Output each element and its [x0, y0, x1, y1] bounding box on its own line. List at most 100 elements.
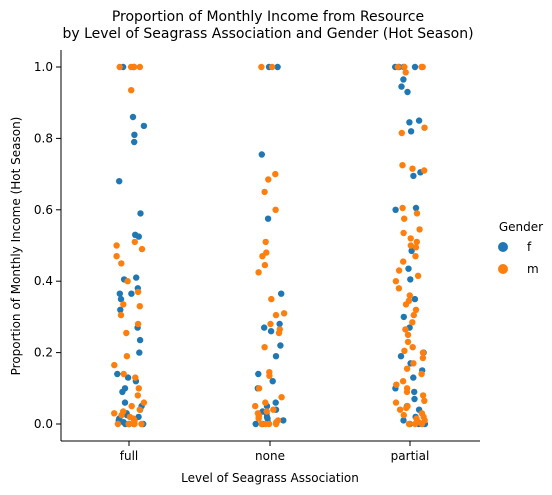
data-point-f-partial — [398, 83, 405, 90]
data-point-m-partial — [401, 215, 408, 222]
data-point-f-partial — [405, 265, 412, 272]
data-point-f-partial — [410, 172, 417, 180]
data-point-m-none — [255, 269, 262, 276]
data-point-m-full — [113, 242, 120, 249]
data-point-m-partial — [399, 204, 406, 212]
data-point-m-none — [259, 253, 266, 260]
legend-marker-f — [498, 242, 508, 252]
data-point-f-none — [261, 324, 268, 331]
data-point-m-full — [136, 63, 144, 71]
legend-title: Gender — [499, 220, 543, 234]
data-point-f-none — [252, 420, 259, 428]
data-point-m-full — [111, 410, 118, 417]
data-point-m-partial — [394, 63, 402, 71]
data-point-m-full — [138, 420, 145, 428]
data-point-m-none — [266, 372, 273, 379]
data-point-m-partial — [403, 365, 411, 372]
data-point-m-full — [131, 63, 138, 71]
data-point-m-full — [120, 301, 127, 308]
data-point-m-partial — [392, 399, 400, 406]
data-point-m-partial — [399, 378, 407, 385]
x-tick-label-partial: partial — [391, 449, 430, 463]
data-point-m-none — [272, 170, 279, 178]
data-point-m-full — [132, 374, 139, 381]
data-point-m-full — [118, 411, 125, 419]
data-point-f-partial — [404, 88, 411, 96]
data-point-m-full — [117, 311, 125, 319]
data-point-f-none — [272, 399, 279, 406]
data-point-m-partial — [411, 420, 419, 428]
data-point-f-none — [278, 290, 285, 297]
data-point-m-full — [138, 245, 146, 253]
data-point-m-partial — [402, 301, 410, 308]
data-point-m-partial — [400, 411, 407, 419]
data-point-m-none — [258, 420, 265, 428]
data-point-m-partial — [414, 272, 422, 279]
data-point-f-full — [131, 138, 138, 146]
data-point-m-partial — [410, 360, 417, 367]
data-point-m-none — [272, 311, 280, 319]
data-point-m-partial — [419, 354, 427, 362]
data-point-f-full — [119, 388, 126, 396]
data-point-m-full — [131, 420, 138, 428]
data-point-m-partial — [412, 306, 420, 313]
data-point-m-full — [123, 329, 130, 337]
y-tick-label: 0.2 — [34, 346, 53, 360]
data-point-f-partial — [411, 295, 419, 303]
data-point-m-full — [134, 320, 142, 328]
data-point-m-none — [270, 406, 277, 413]
data-point-f-none — [255, 370, 262, 378]
data-point-m-partial — [404, 338, 412, 346]
data-point-m-partial — [421, 167, 428, 174]
data-point-f-partial — [392, 206, 399, 213]
x-tick-label-none: none — [255, 449, 285, 463]
data-point-f-partial — [411, 395, 418, 403]
data-point-m-full — [123, 353, 131, 360]
data-point-m-partial — [404, 331, 412, 338]
data-point-m-partial — [413, 238, 420, 246]
y-tick-label: 0.0 — [34, 417, 53, 431]
data-point-m-none — [275, 329, 283, 337]
data-point-f-full — [117, 295, 125, 303]
data-point-f-partial — [411, 388, 418, 396]
y-tick-label: 0.6 — [34, 203, 53, 217]
data-point-f-partial — [408, 247, 415, 255]
data-point-m-none — [261, 344, 268, 351]
data-point-m-full — [128, 402, 135, 410]
data-point-f-partial — [400, 417, 407, 424]
data-point-m-full — [118, 260, 125, 267]
data-point-m-partial — [395, 267, 403, 274]
data-point-f-full — [140, 122, 148, 130]
chart-title-line-1: Proportion of Monthly Income from Resour… — [112, 9, 424, 25]
x-axis-label: Level of Seagrass Association — [181, 471, 359, 485]
data-point-m-full — [113, 253, 120, 260]
data-point-m-none — [252, 402, 259, 410]
data-point-m-none — [255, 385, 263, 392]
data-point-m-partial — [403, 404, 410, 412]
data-point-m-partial — [400, 258, 407, 265]
data-point-m-full — [111, 361, 118, 369]
data-point-f-partial — [407, 276, 414, 283]
y-axis-label: Proportion of Monthly Income (Hot Season… — [9, 117, 23, 376]
data-point-m-full — [128, 87, 135, 94]
data-point-f-none — [277, 342, 284, 349]
data-point-m-none — [267, 320, 274, 328]
x-tick-label-full: full — [120, 449, 139, 463]
y-tick-label: 0.8 — [34, 131, 53, 145]
plot-area — [111, 63, 429, 428]
data-point-m-partial — [405, 420, 413, 428]
data-point-f-none — [258, 151, 265, 158]
data-point-f-partial — [412, 204, 420, 212]
data-point-f-full — [116, 178, 123, 185]
data-point-m-partial — [418, 420, 426, 428]
data-point-m-partial — [400, 229, 407, 237]
data-point-m-full — [134, 288, 142, 296]
legend-label-m: m — [527, 262, 539, 276]
data-point-f-partial — [415, 117, 423, 124]
data-point-m-partial — [402, 69, 409, 76]
data-point-f-full — [135, 233, 142, 240]
data-point-m-partial — [421, 124, 428, 131]
data-point-m-partial — [398, 129, 405, 137]
data-point-m-partial — [409, 344, 416, 351]
data-point-m-partial — [402, 326, 409, 333]
